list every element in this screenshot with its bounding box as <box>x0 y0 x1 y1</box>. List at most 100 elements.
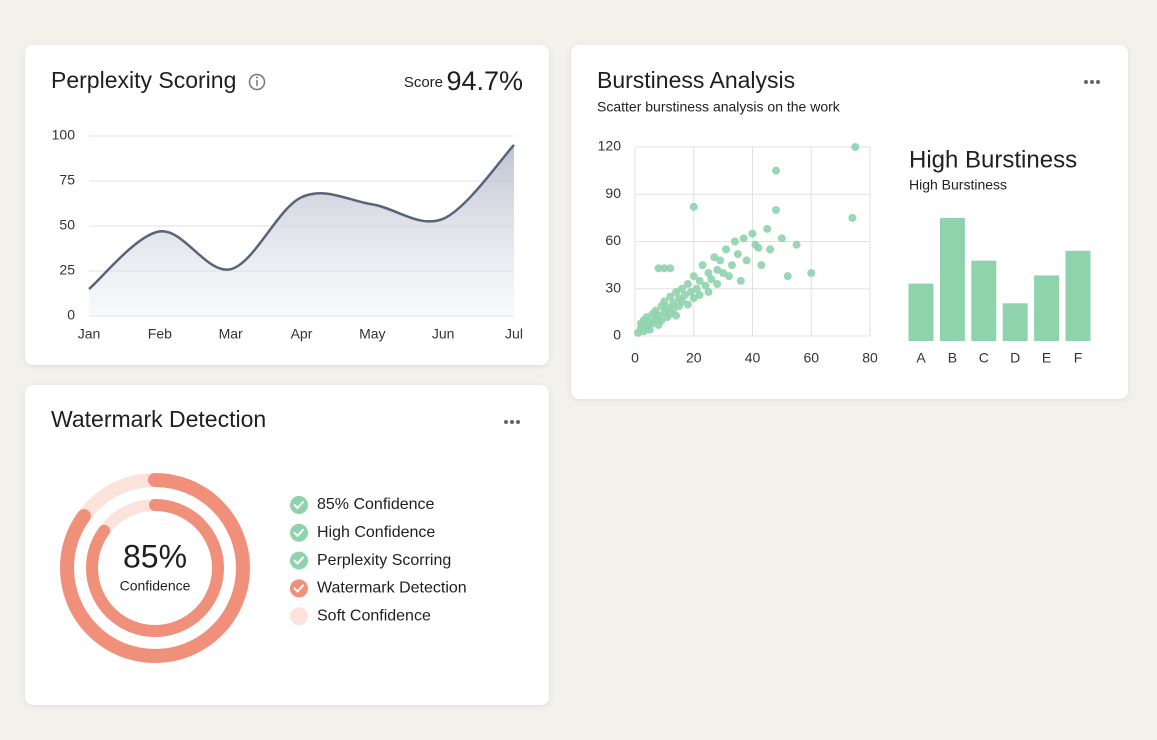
scatter-point <box>666 264 675 273</box>
y-tick-label: 120 <box>598 138 622 154</box>
scatter-point <box>748 229 757 238</box>
scatter-point <box>680 291 689 300</box>
legend-item: Perplexity Scorring <box>290 551 451 570</box>
x-tick-label: 20 <box>686 350 702 366</box>
scatter-point <box>669 298 678 307</box>
scatter-point <box>672 287 681 296</box>
y-tick-label: 0 <box>613 327 621 343</box>
scatter-point <box>695 291 704 300</box>
score-label: Score <box>404 74 443 91</box>
scatter-point <box>686 287 695 296</box>
scatter-point <box>736 276 745 285</box>
scatter-point <box>692 284 701 293</box>
legend-label: Soft Confidence <box>317 607 431 624</box>
scatter-point <box>701 281 710 290</box>
scatter-point <box>689 202 698 211</box>
scatter-point <box>645 325 654 334</box>
area-line <box>88 144 515 290</box>
legend-item: 85% Confidence <box>290 496 435 514</box>
info-icon[interactable] <box>248 73 266 91</box>
scatter-point <box>777 234 786 243</box>
y-tick-label: 0 <box>67 307 75 323</box>
scatter-point <box>683 280 692 289</box>
scatter-point <box>713 280 722 289</box>
scatter-point <box>669 305 678 314</box>
scatter-point <box>807 269 816 277</box>
scatter-point <box>754 243 763 252</box>
more-menu[interactable] <box>504 420 520 424</box>
scatter-point <box>716 256 725 265</box>
scatter-point <box>742 256 751 265</box>
legend-item: Soft Confidence <box>290 607 431 626</box>
score-value: 94.7% <box>446 66 523 96</box>
scatter-point <box>678 297 686 306</box>
y-tick-label: 100 <box>52 127 76 143</box>
bar <box>971 260 997 341</box>
donut-caption: Confidence <box>120 578 191 594</box>
scatter-point <box>672 311 681 320</box>
scatter-point <box>707 275 716 284</box>
check-icon <box>293 528 304 537</box>
check-icon <box>293 584 304 593</box>
x-tick-label: 80 <box>862 350 878 366</box>
scatter-point <box>710 253 719 262</box>
legend-item: Watermark Detection <box>290 579 467 598</box>
scatter-point <box>704 269 713 277</box>
bar <box>939 218 965 341</box>
chart-subtitle: High Burstiness <box>909 177 1007 193</box>
y-tick-label: 25 <box>59 262 75 278</box>
y-tick-label: 60 <box>605 232 621 248</box>
scatter-point <box>666 292 675 301</box>
legend-label: High Confidence <box>317 524 435 541</box>
scatter-point <box>763 224 772 233</box>
scatter-point <box>695 276 704 285</box>
card-title: Burstiness Analysis <box>597 67 795 93</box>
scatter-point <box>766 245 775 254</box>
check-icon <box>293 556 304 565</box>
x-tick-label: B <box>948 350 957 366</box>
scatter-point <box>660 297 669 306</box>
more-menu[interactable] <box>1084 80 1100 84</box>
x-tick-label: Apr <box>291 326 313 342</box>
y-tick-label: 75 <box>59 172 75 188</box>
donut-value: 85% <box>123 538 187 574</box>
x-tick-label: C <box>979 350 989 366</box>
donut-arc <box>60 473 250 663</box>
legend-item: High Confidence <box>290 523 435 542</box>
scatter-point <box>851 143 860 151</box>
legend-label: Watermark Detection <box>317 580 467 597</box>
x-tick-label: Mar <box>219 326 243 342</box>
area-fill <box>89 145 514 316</box>
y-tick-label: 30 <box>605 279 621 295</box>
legend-marker <box>290 607 308 626</box>
scatter-point <box>704 287 713 296</box>
scatter-point <box>725 272 733 281</box>
card-title: Watermark Detection <box>51 406 266 432</box>
y-tick-label: 90 <box>605 185 621 201</box>
card-subtitle: Scatter burstiness analysis on the work <box>597 99 841 115</box>
x-tick-label: F <box>1074 350 1083 366</box>
x-tick-label: E <box>1042 350 1051 366</box>
scatter-point <box>719 269 728 277</box>
scatter-point <box>657 316 666 325</box>
scatter-point <box>683 300 692 309</box>
scatter-point <box>730 237 739 246</box>
scatter-point <box>757 261 766 270</box>
scatter-point <box>772 166 780 175</box>
x-tick-label: Jul <box>505 326 523 342</box>
bar <box>1034 275 1060 341</box>
scatter-point <box>689 272 698 281</box>
scatter-point <box>739 234 748 243</box>
x-tick-label: 40 <box>745 350 761 366</box>
x-tick-label: Feb <box>148 326 172 342</box>
x-tick-label: 60 <box>803 350 819 366</box>
x-tick-label: May <box>359 326 385 342</box>
legend-label: 85% Confidence <box>317 496 435 513</box>
check-icon <box>293 501 304 509</box>
bar <box>1002 303 1028 341</box>
donut-arc <box>86 499 224 637</box>
x-tick-label: Jun <box>432 326 455 342</box>
x-tick-label: 0 <box>631 350 639 366</box>
